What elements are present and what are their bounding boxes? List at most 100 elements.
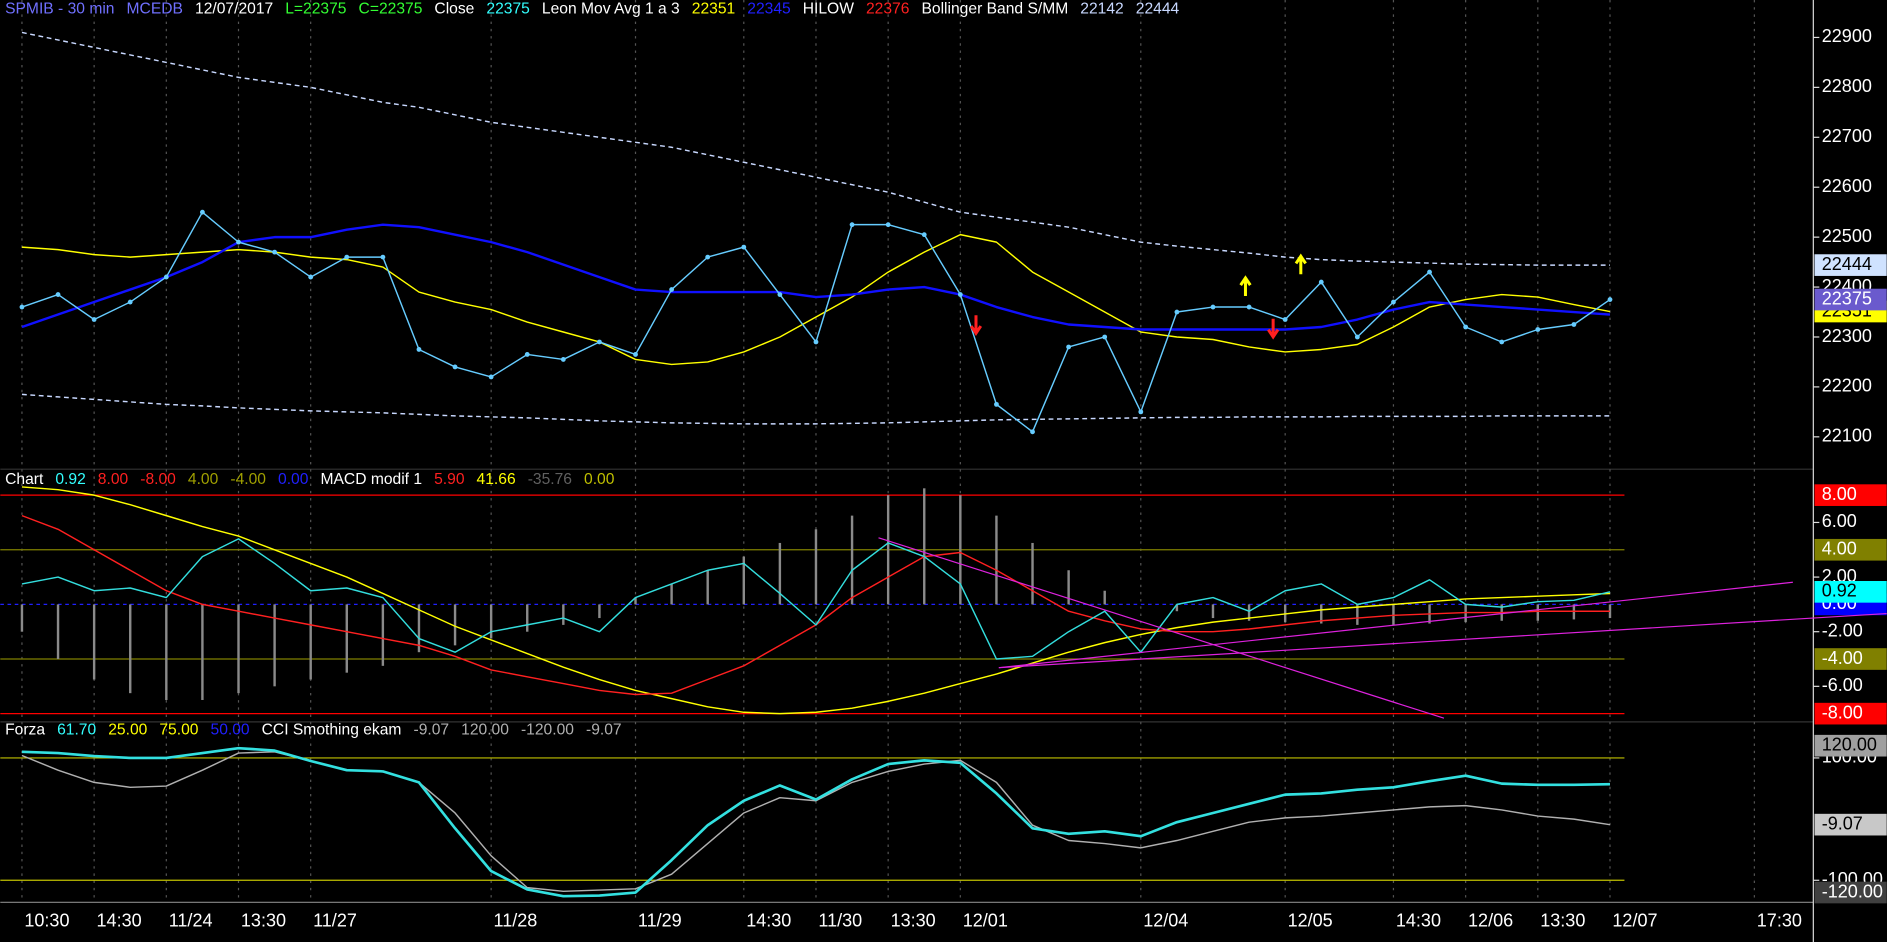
histogram-bar — [778, 542, 782, 605]
value-badge — [1814, 648, 1887, 670]
histogram-bar — [1356, 604, 1359, 625]
value-badge — [1814, 288, 1887, 311]
histogram-bar — [273, 604, 276, 687]
header-text: 4.00 — [188, 471, 219, 488]
drawings — [878, 253, 1887, 719]
value-badge — [1814, 702, 1887, 725]
trend-line — [998, 581, 1793, 669]
series-line — [21, 223, 1611, 331]
close-marker — [597, 339, 602, 345]
close-marker — [1391, 299, 1396, 305]
series-line — [21, 746, 1611, 898]
y-tick-label: 22600 — [1822, 176, 1872, 196]
x-tick-label: 13:30 — [241, 910, 286, 930]
y-tick-label: 22300 — [1822, 326, 1872, 346]
header-text: 22375 — [486, 1, 530, 18]
x-tick-label: 12/06 — [1468, 910, 1513, 930]
header-text: 25.00 — [108, 721, 147, 738]
close-marker — [813, 339, 819, 345]
header-text: -9.07 — [586, 721, 622, 738]
histogram-bar — [1103, 590, 1106, 605]
value-badge-label: 22444 — [1822, 254, 1872, 274]
header-text: 61.70 — [57, 721, 96, 738]
header-text: 41.66 — [477, 471, 516, 488]
header-text: Leon Mov Avg 1 a 3 — [542, 1, 680, 18]
close-marker — [633, 352, 638, 357]
close-marker — [1282, 317, 1288, 322]
histogram-bar — [959, 495, 962, 605]
x-tick-label: 12/07 — [1612, 910, 1657, 930]
histogram-bar — [381, 604, 385, 666]
buy-arrow — [1239, 275, 1252, 296]
value-badge — [1814, 254, 1887, 276]
close-marker — [1102, 334, 1108, 340]
histogram-bar — [345, 604, 348, 673]
x-tick-label: 11/28 — [494, 910, 538, 930]
close-marker — [1535, 327, 1541, 332]
header-text: Chart — [5, 471, 44, 488]
close-marker — [308, 274, 314, 280]
close-marker — [1246, 304, 1252, 310]
header-text: 8.00 — [98, 471, 129, 488]
close-marker — [1174, 309, 1180, 315]
y-tick-label: 22800 — [1822, 76, 1872, 96]
trend-line — [998, 612, 1887, 669]
y-tick-label: 22700 — [1822, 126, 1872, 146]
histogram-bar — [886, 495, 890, 605]
histogram-bar — [1175, 604, 1179, 612]
header-text: SPMIB - 30 min — [5, 1, 114, 18]
close-marker — [55, 292, 61, 297]
header-text: Close — [434, 1, 474, 18]
header-text: MCEDB — [127, 1, 183, 18]
header-text: -4.00 — [230, 471, 266, 488]
close-marker — [19, 304, 25, 310]
x-tick-label: 14:30 — [1396, 910, 1441, 930]
header-text: -35.76 — [528, 471, 572, 488]
header-text: CCI Smothing ekam — [262, 721, 402, 738]
histogram-bar — [489, 604, 493, 639]
histogram-bar — [237, 604, 240, 694]
x-tick-label: 14:30 — [97, 910, 142, 930]
y-tick-label: 22900 — [1822, 26, 1872, 46]
close-marker — [416, 347, 422, 352]
value-badge — [1814, 734, 1887, 757]
buy-arrow — [1294, 253, 1307, 275]
close-marker — [957, 292, 963, 297]
histogram-bar — [1320, 604, 1323, 624]
close-marker — [560, 357, 566, 362]
series-line — [21, 31, 1610, 266]
y-tick-label: 2.00 — [1822, 566, 1857, 586]
header-text: -120.00 — [521, 721, 574, 738]
header-text: -8.00 — [140, 471, 176, 488]
histogram-bar — [417, 604, 421, 653]
value-badge-label: 0.92 — [1822, 581, 1857, 601]
x-tick-label: 17:30 — [1757, 910, 1802, 930]
histogram-bar — [1536, 604, 1540, 621]
close-marker — [91, 317, 97, 322]
header-text: Forza — [5, 721, 45, 738]
value-badge-label: 120.00 — [1822, 734, 1877, 754]
x-tick-label: 13:30 — [891, 910, 936, 930]
close-marker — [1210, 304, 1216, 310]
close-marker — [669, 287, 675, 292]
x-tick-label: 11/24 — [169, 910, 213, 930]
close-marker — [452, 364, 458, 370]
header-text: MACD modif 1 — [320, 471, 422, 488]
sell-arrow — [1267, 318, 1280, 340]
histogram-bar — [129, 604, 132, 694]
histogram-bar — [995, 515, 998, 605]
header-text: 12/07/2017 — [195, 1, 273, 18]
header-text: 22345 — [747, 1, 791, 18]
value-badge-label: -4.00 — [1822, 648, 1863, 668]
close-marker — [1354, 334, 1360, 340]
x-tick-label: 13:30 — [1540, 910, 1585, 930]
value-badge-label: 4.00 — [1822, 539, 1857, 559]
x-tick-label: 14:30 — [746, 910, 791, 930]
close-marker — [994, 401, 999, 407]
sell-arrow — [969, 315, 983, 336]
close-marker — [1463, 324, 1469, 330]
close-marker — [1427, 269, 1432, 275]
histogram-bar — [56, 604, 60, 660]
header-text: -9.07 — [413, 721, 449, 738]
